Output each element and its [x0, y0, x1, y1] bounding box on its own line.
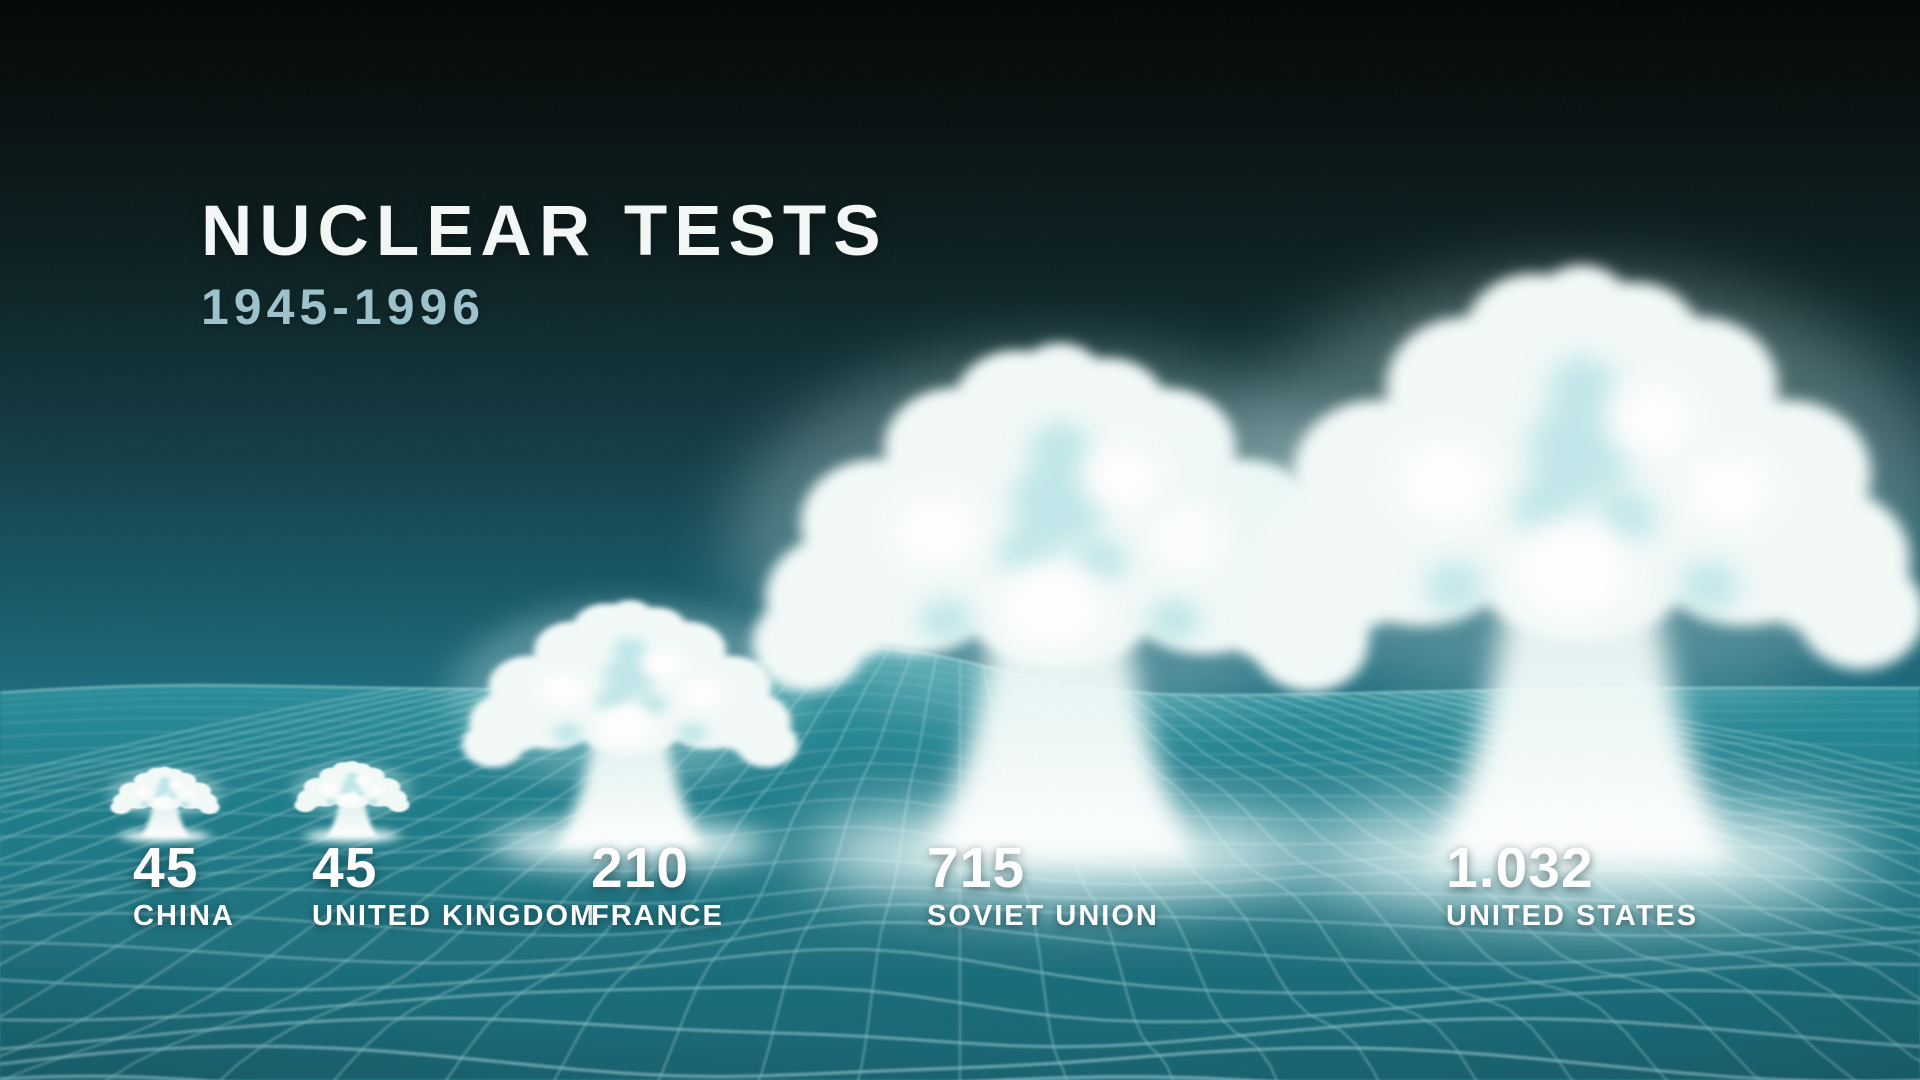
- stat-united-states: 1.032 UNITED STATES: [1446, 840, 1698, 931]
- value-united-states: 1.032: [1446, 836, 1594, 900]
- country-label-soviet-union: SOVIET UNION: [927, 900, 1159, 932]
- mushroom-cloud-united-kingdom: [291, 761, 412, 843]
- stat-france: 210 FRANCE: [591, 840, 724, 931]
- country-label-china: CHINA: [133, 900, 235, 932]
- title-block: NUCLEAR TESTS 1945-1996: [201, 196, 888, 332]
- mushroom-cloud-china: [107, 767, 222, 843]
- value-france: 210: [591, 836, 690, 900]
- country-label-france: FRANCE: [591, 900, 724, 932]
- country-label-united-kingdom: UNITED KINGDOM: [312, 900, 597, 932]
- date-range-subtitle: 1945-1996: [201, 279, 486, 335]
- stat-united-kingdom: 45 UNITED KINGDOM: [312, 840, 596, 931]
- mushroom-cloud-united-states: [1219, 265, 1920, 913]
- page-title: NUCLEAR TESTS: [201, 192, 888, 271]
- value-united-kingdom: 45: [312, 836, 378, 900]
- stat-china: 45 CHINA: [133, 840, 235, 931]
- country-label-united-states: UNITED STATES: [1446, 900, 1699, 932]
- value-china: 45: [133, 836, 199, 900]
- value-soviet-union: 715: [927, 836, 1026, 900]
- stat-soviet-union: 715 SOVIET UNION: [927, 840, 1159, 931]
